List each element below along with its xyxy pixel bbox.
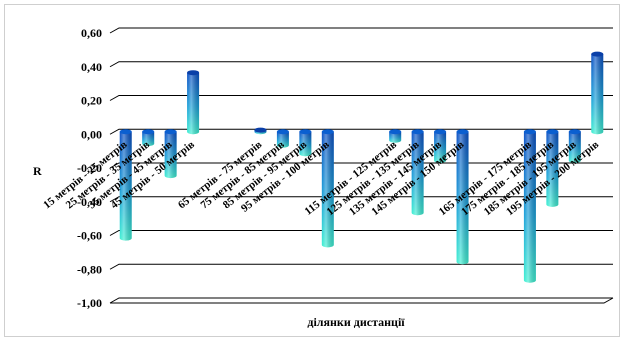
gridline	[109, 263, 613, 270]
bar-cap	[276, 129, 289, 135]
bar	[142, 129, 155, 147]
bar-shade	[164, 131, 177, 179]
bar	[456, 129, 469, 265]
x-axis-label: ділянки дистанції	[307, 315, 405, 329]
bar	[321, 129, 334, 248]
y-tick-label: 0,00	[81, 127, 102, 141]
y-tick-label: -0,40	[77, 195, 102, 209]
bar	[276, 129, 289, 148]
bar-shade	[119, 131, 132, 241]
bar-cap	[187, 70, 200, 76]
bar-cap	[164, 129, 177, 135]
bar-cap	[434, 129, 447, 135]
gridline	[109, 196, 613, 203]
bar	[434, 129, 447, 163]
gridline	[109, 61, 613, 68]
bar-shade	[411, 131, 424, 216]
bar-shade	[321, 131, 334, 248]
gridline	[109, 162, 613, 169]
bar-cap	[299, 129, 312, 135]
gridlines	[109, 27, 614, 304]
bar-shade	[389, 131, 402, 143]
bar-cap	[411, 129, 424, 135]
bar-cap	[546, 129, 559, 135]
bar	[389, 129, 402, 143]
y-tick-label: -0,20	[77, 161, 102, 175]
bar	[299, 129, 312, 157]
gridline	[109, 230, 613, 236]
gridline	[109, 297, 613, 304]
floor-edge	[110, 297, 614, 304]
gridline	[109, 128, 613, 135]
y-axis-ticks: 0,60 0,40 0,20 0,00 -0,20 -0,40 -0,60 -0,80 -1,0…	[77, 26, 102, 310]
bar-cap	[389, 129, 402, 135]
gridline	[109, 27, 613, 34]
bar-cap	[119, 129, 132, 135]
bar	[591, 51, 604, 135]
bar-shade	[591, 54, 604, 135]
bar-shade	[546, 131, 559, 207]
gridline	[109, 95, 613, 101]
y-axis-label: R	[33, 164, 42, 178]
bar-cap	[523, 129, 536, 135]
bar-cap	[591, 51, 604, 57]
chart-frame	[4, 4, 620, 337]
bar	[187, 70, 200, 135]
bar-shade	[456, 131, 469, 265]
bar	[411, 129, 424, 216]
bar-cap	[142, 129, 155, 135]
y-tick-label: 0,40	[81, 60, 102, 74]
y-tick-label: -0,80	[77, 262, 102, 276]
y-tick-label: -1,00	[77, 296, 102, 310]
bar	[546, 129, 559, 207]
bar	[119, 129, 132, 241]
y-tick-label: -0,60	[77, 229, 102, 243]
bar-cap	[456, 129, 469, 135]
bar-shade	[142, 131, 155, 147]
bar	[254, 127, 267, 135]
bar	[568, 129, 581, 163]
bar-shade	[434, 131, 447, 163]
bar-shade	[299, 131, 312, 157]
bar-shade	[187, 72, 200, 135]
bar-cap	[254, 127, 267, 133]
bar-cap	[568, 129, 581, 135]
bars	[119, 51, 604, 283]
bar-shade	[568, 131, 581, 163]
bar	[523, 129, 536, 283]
bar-cap	[321, 129, 334, 135]
bar-shade	[523, 131, 536, 283]
bar-shade	[276, 131, 289, 148]
y-tick-label: 0,20	[81, 94, 102, 108]
y-tick-label: 0,60	[81, 26, 102, 40]
bar	[164, 129, 177, 179]
